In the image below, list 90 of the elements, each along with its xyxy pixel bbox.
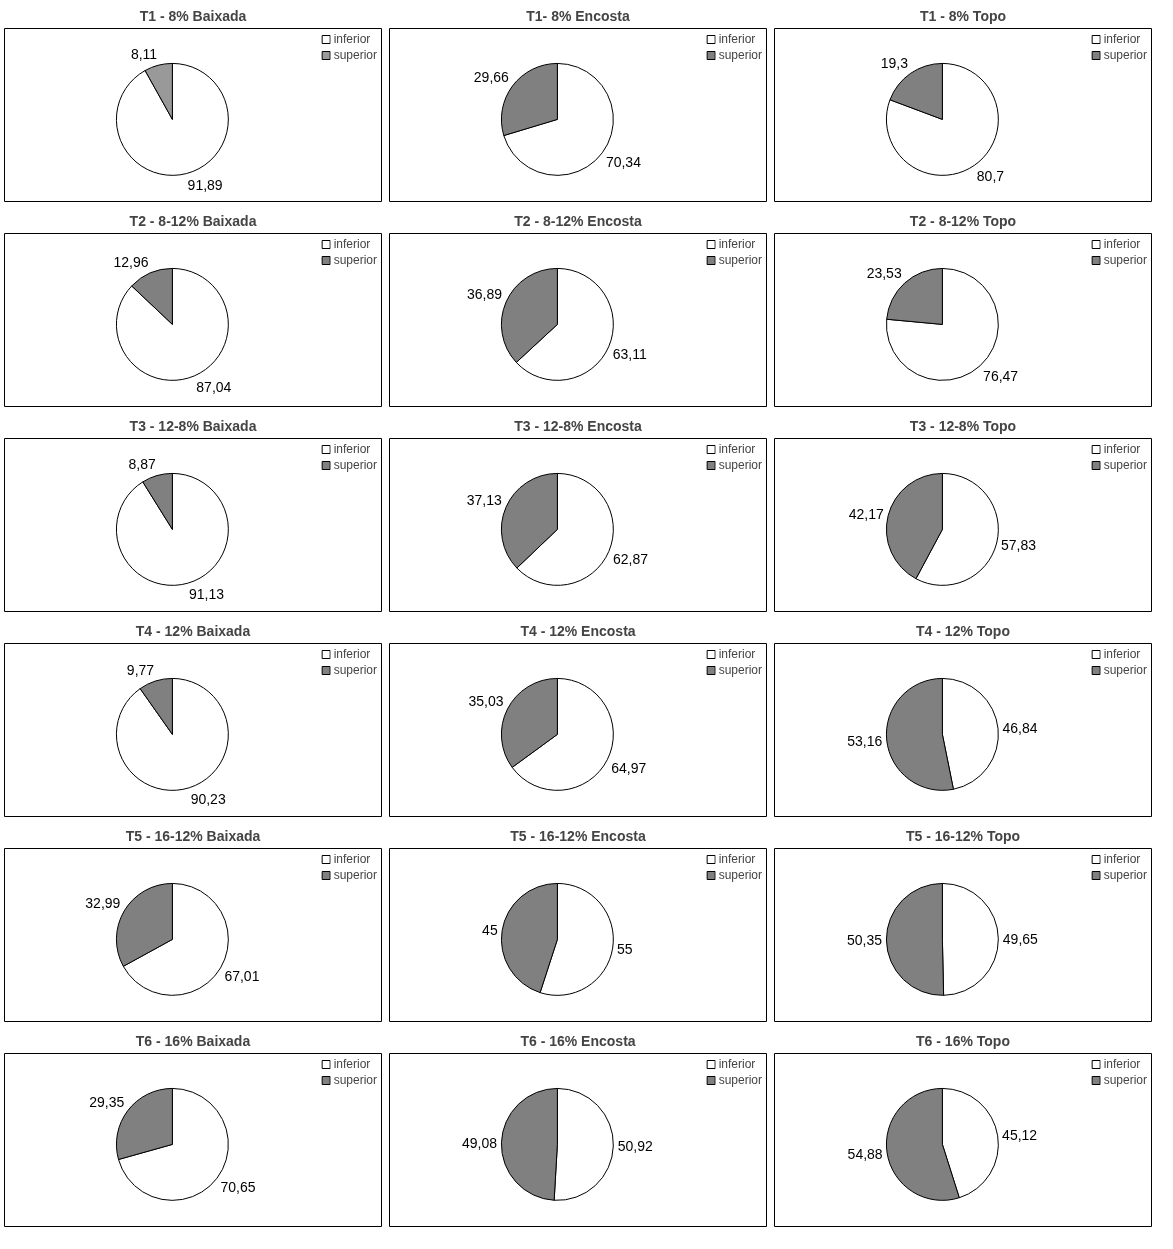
data-label: 8,11 (130, 46, 158, 63)
legend-label: inferior (333, 442, 371, 456)
chart-title: T5 - 16-12% Encosta (510, 827, 646, 844)
legend-label: superior (1103, 1073, 1147, 1087)
data-label: 49,65 (1002, 930, 1039, 947)
data-label: 9,77 (126, 661, 155, 678)
data-label: 62,87 (612, 550, 649, 567)
data-label: 55 (617, 941, 633, 958)
data-label: 50,35 (846, 932, 883, 949)
data-label: 67,01 (224, 968, 260, 985)
legend-label: inferior (718, 647, 756, 661)
data-label: 87,04 (196, 378, 232, 395)
data-label: 49,08 (461, 1134, 498, 1151)
data-label: 35,03 (468, 693, 504, 710)
data-label: 29,35 (89, 1093, 125, 1110)
data-label: 8,87 (128, 456, 156, 473)
legend-label: inferior (1103, 237, 1141, 251)
chart-title: T4 - 12% Topo (916, 622, 1010, 639)
chart-title: T2 - 8-12% Encosta (514, 212, 643, 229)
legend-label: superior (333, 458, 377, 472)
legend-label: superior (718, 253, 762, 267)
chart-title: T6 - 16% Encosta (520, 1032, 636, 1049)
data-label: 54,88 (847, 1145, 883, 1162)
data-label: 37,13 (466, 491, 503, 508)
legend-label: inferior (718, 237, 756, 251)
data-label: 29,66 (473, 69, 510, 86)
legend-label: superior (718, 868, 762, 882)
chart-title: T3 - 12-8% Topo (909, 417, 1017, 434)
chart-title: T6 - 16% Topo (916, 1032, 1010, 1049)
legend-label: inferior (1103, 32, 1141, 46)
legend-label: superior (333, 1073, 377, 1087)
chart-title: T1 - 8% Topo (919, 7, 1007, 24)
legend-label: inferior (718, 32, 756, 46)
chart-title: T4 - 12% Encosta (520, 622, 636, 639)
legend-label: inferior (333, 1057, 371, 1071)
legend-label: superior (1103, 253, 1147, 267)
chart-title: T1 - 8% Baixada (139, 7, 247, 24)
chart-title: T2 - 8-12% Baixada (129, 212, 257, 229)
data-label: 70,34 (605, 153, 642, 170)
legend-label: superior (333, 253, 377, 267)
data-label: 91,89 (187, 176, 223, 193)
legend-label: inferior (718, 1057, 756, 1071)
data-label: 80,7 (976, 167, 1005, 184)
legend-label: superior (718, 663, 762, 677)
data-label: 63,11 (612, 346, 647, 363)
chart-title: T3 - 12-8% Encosta (514, 417, 643, 434)
data-label: 46,84 (1002, 720, 1038, 737)
chart-title: T5 - 16-12% Baixada (125, 827, 261, 844)
chart-title: T4 - 12% Baixada (135, 622, 251, 639)
legend-label: superior (718, 458, 762, 472)
data-label: 91,13 (189, 586, 225, 603)
legend-label: superior (333, 48, 377, 62)
legend-label: inferior (1103, 1057, 1141, 1071)
legend-label: superior (333, 868, 377, 882)
legend-label: inferior (333, 852, 371, 866)
data-label: 23,53 (866, 265, 902, 282)
data-label: 32,99 (85, 894, 121, 911)
legend-label: superior (718, 48, 762, 62)
data-label: 12,96 (113, 254, 149, 271)
chart-title: T2 - 8-12% Topo (909, 212, 1017, 229)
legend-label: inferior (1103, 442, 1141, 456)
legend-label: superior (1103, 458, 1147, 472)
chart-title: T5 - 16-12% Topo (905, 827, 1021, 844)
chart-title: T1- 8% Encosta (526, 7, 630, 24)
legend-label: superior (333, 663, 377, 677)
legend-label: inferior (1103, 647, 1141, 661)
legend-label: inferior (333, 647, 371, 661)
chart-title: T3 - 12-8% Baixada (129, 417, 257, 434)
data-label: 53,16 (847, 732, 883, 749)
legend-label: superior (718, 1073, 762, 1087)
data-label: 45 (482, 921, 498, 938)
legend-label: inferior (333, 237, 371, 251)
legend-label: inferior (1103, 852, 1141, 866)
legend-label: inferior (333, 32, 371, 46)
data-label: 45,12 (1002, 1126, 1038, 1143)
data-label: 70,65 (220, 1179, 256, 1196)
legend-label: inferior (718, 852, 756, 866)
data-label: 36,89 (466, 286, 503, 303)
data-label: 90,23 (190, 790, 226, 807)
data-label: 76,47 (983, 367, 1019, 384)
data-label: 64,97 (611, 759, 647, 776)
legend-label: superior (1103, 868, 1147, 882)
data-label: 57,83 (1001, 536, 1037, 553)
data-label: 50,92 (617, 1138, 654, 1155)
chart-title: T6 - 16% Baixada (135, 1032, 251, 1049)
data-label: 19,3 (880, 55, 909, 72)
legend-label: inferior (718, 442, 756, 456)
legend-label: superior (1103, 663, 1147, 677)
legend-label: superior (1103, 48, 1147, 62)
data-label: 42,17 (848, 506, 884, 523)
